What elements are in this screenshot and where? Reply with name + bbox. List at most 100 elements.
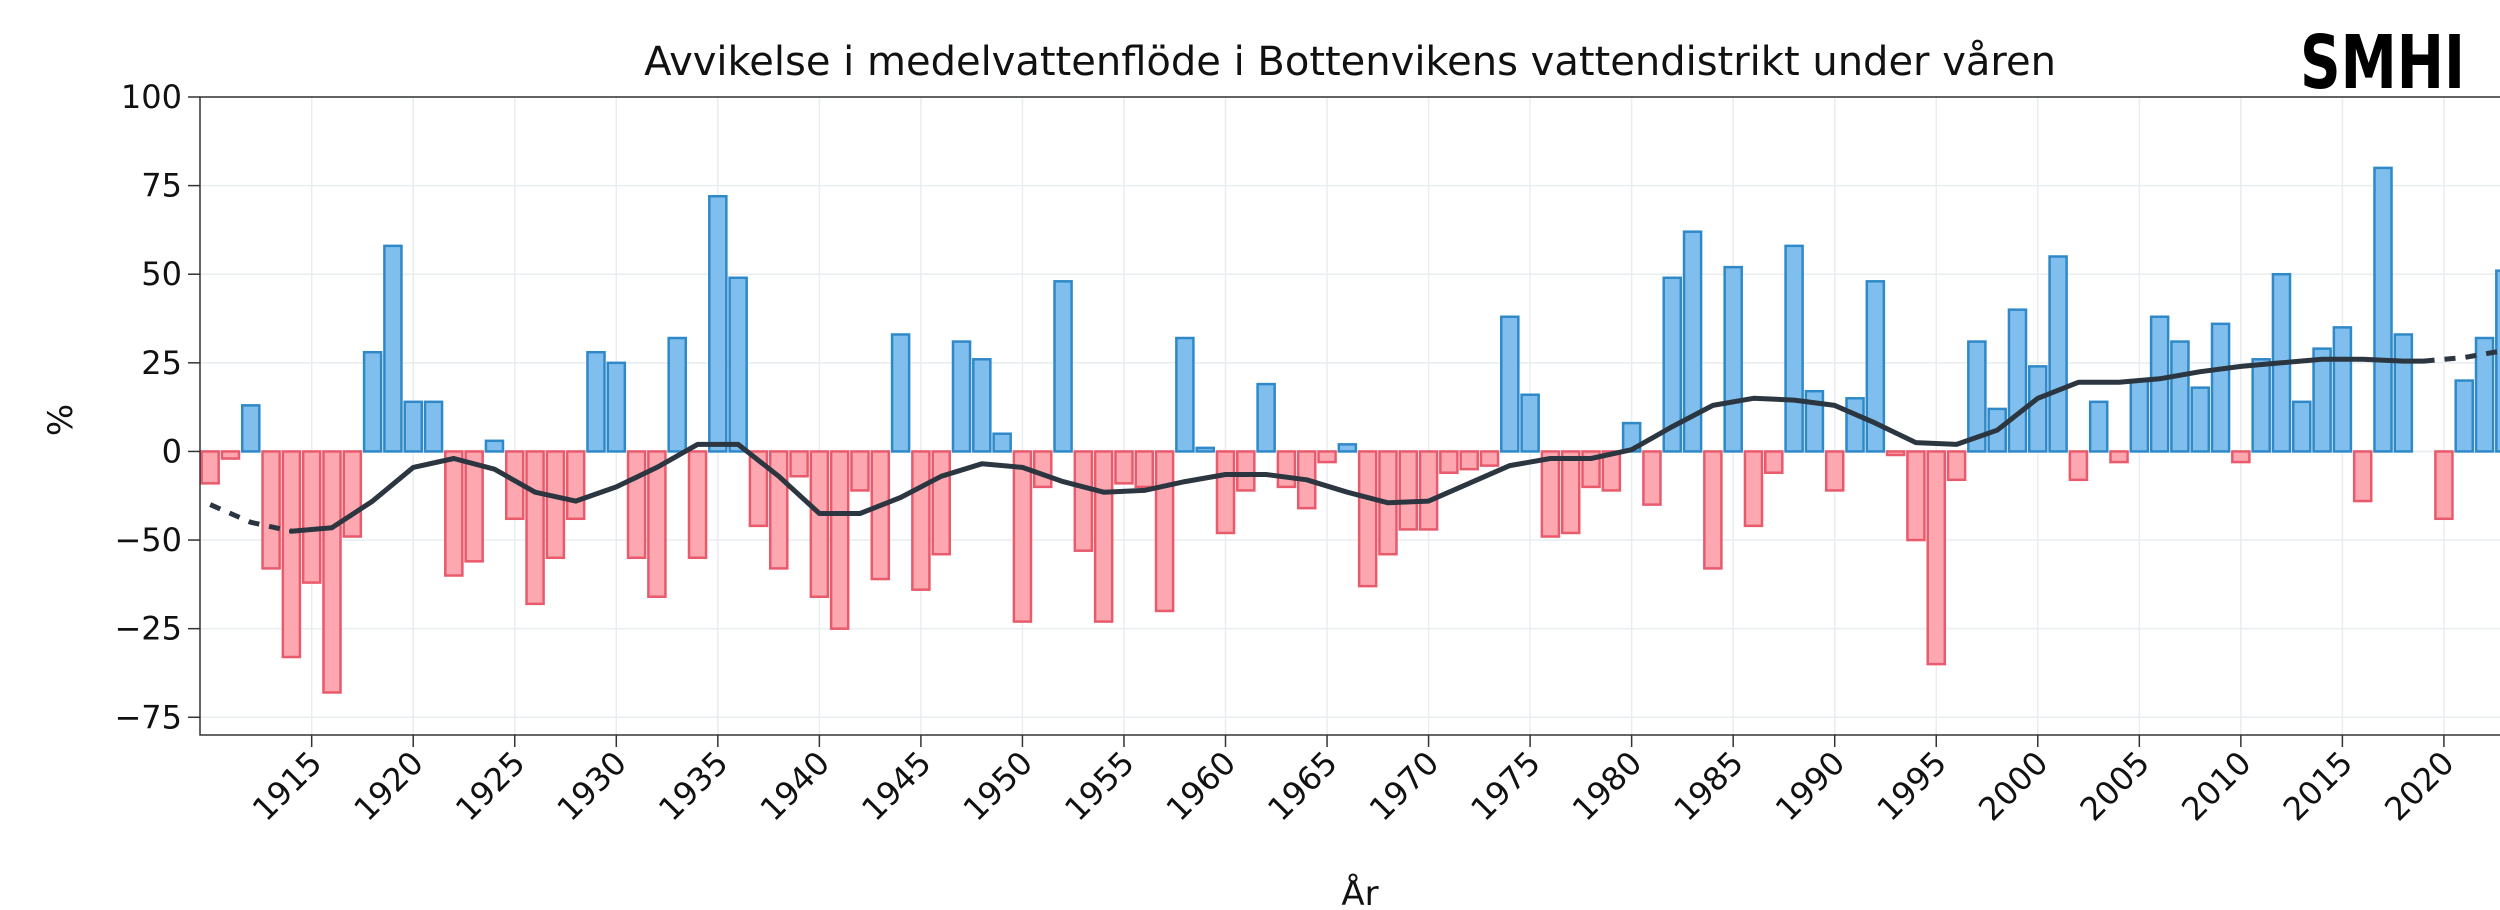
bar-1976 [1540,450,1561,538]
x-tick-label: 1965 [1260,744,1344,828]
trend-lines [209,348,2500,534]
bar-1936 [728,276,748,453]
y-tick-label: −50 [114,521,182,559]
bar-1995 [1926,450,1947,666]
bar-1913 [261,450,281,570]
y-tick-label: 25 [141,344,182,382]
bar-1957 [1154,450,1175,613]
bar-1951 [1032,450,1053,489]
x-tick-label: 1950 [956,744,1040,828]
bar-2004 [2109,450,2129,464]
bar-1986 [1743,450,1764,528]
bar-2020 [2434,450,2454,521]
y-axis-label: % [41,404,81,436]
bar-1994 [1906,450,1926,542]
x-axis: 1915 1920 1925 1930 1935 1940 1945 1950 1955 1960… [245,735,2462,828]
bar-1971 [1439,450,1459,474]
bar-1922 [444,450,464,577]
bar-2013 [2291,400,2312,453]
bar-1962 [1256,382,1276,453]
bar-1977 [1560,450,1581,535]
bar-1983 [1682,230,1703,453]
x-tick-label: 2010 [2174,744,2258,828]
bar-1979 [1601,450,1622,492]
bar-1943 [870,450,891,581]
bar-1946 [931,450,951,556]
x-axis-label: År [1341,873,1378,910]
x-tick-label: 1915 [245,744,329,828]
bar-1960 [1215,450,1236,535]
bar-1910 [200,450,220,485]
bar-1945 [911,450,931,591]
bar-1966 [1337,443,1358,453]
bar-1950 [1012,450,1033,623]
x-tick-label: 1935 [651,744,735,828]
bar-1934 [687,450,708,560]
y-tick-label: 75 [141,167,182,205]
y-tick-label: 50 [141,255,182,293]
bar-1985 [1723,265,1743,453]
bar-1972 [1459,450,1479,471]
y-axis: −75 −25 −50 0 25 50 75 100 [114,78,200,736]
bar-1970 [1418,450,1439,531]
bar-2021 [2454,379,2475,453]
bar-1961 [1236,450,1256,492]
bar-2000 [2028,365,2048,453]
bar-1944 [890,333,911,453]
x-tick-label: 1920 [346,744,430,828]
x-tick-label: 1925 [448,744,532,828]
bar-2003 [2088,400,2109,453]
bar-2008 [2190,386,2211,453]
bar-2011 [2251,358,2271,453]
bar-2022 [2474,336,2495,453]
bar-1955 [1114,450,1134,485]
x-tick-label: 2005 [2073,744,2157,828]
x-tick-label: 1985 [1666,744,1750,828]
bar-1959 [1195,446,1215,453]
smhi-logo: SMHI [2300,20,2465,106]
bar-1969 [1398,450,1419,531]
bar-1993 [1885,450,1906,457]
bar-2001 [2048,255,2068,453]
bar-2005 [2129,379,2150,453]
bar-1924 [484,439,505,453]
bar-1967 [1357,450,1378,588]
x-tick-label: 1990 [1768,744,1852,828]
y-tick-label: 100 [121,78,182,116]
bar-1939 [789,450,809,478]
bar-1982 [1662,276,1683,453]
bar-1975 [1520,393,1540,453]
x-tick-label: 1975 [1463,744,1547,828]
bars [200,166,2500,694]
plot-area-frame [199,96,2500,736]
bar-1919 [383,244,403,453]
bar-1923 [464,450,484,563]
trend-line-dashed [209,502,292,534]
bar-1915 [301,450,322,584]
bar-1999 [2007,308,2028,453]
x-tick-label: 1995 [1870,744,1954,828]
bar-1911 [220,450,241,460]
bar-1912 [240,404,261,453]
y-tick-label: −25 [114,610,182,648]
bar-1920 [403,400,424,453]
bar-1954 [1093,450,1114,623]
bar-2014 [2312,347,2332,453]
bar-2018 [2393,333,2414,453]
x-tick-label: 1955 [1057,744,1141,828]
bar-2009 [2210,322,2231,453]
bar-1963 [1276,450,1297,489]
bar-2006 [2149,315,2170,453]
bar-2002 [2068,450,2089,482]
x-tick-label: 2020 [2377,744,2461,828]
bar-1914 [281,450,302,659]
bar-1942 [850,450,870,492]
bar-1926 [525,450,545,606]
bar-1958 [1175,336,1195,453]
x-tick-label: 1960 [1159,744,1243,828]
bar-1992 [1865,280,1886,453]
bar-1918 [362,350,383,453]
bar-1952 [1053,280,1073,453]
bar-1928 [565,450,586,521]
